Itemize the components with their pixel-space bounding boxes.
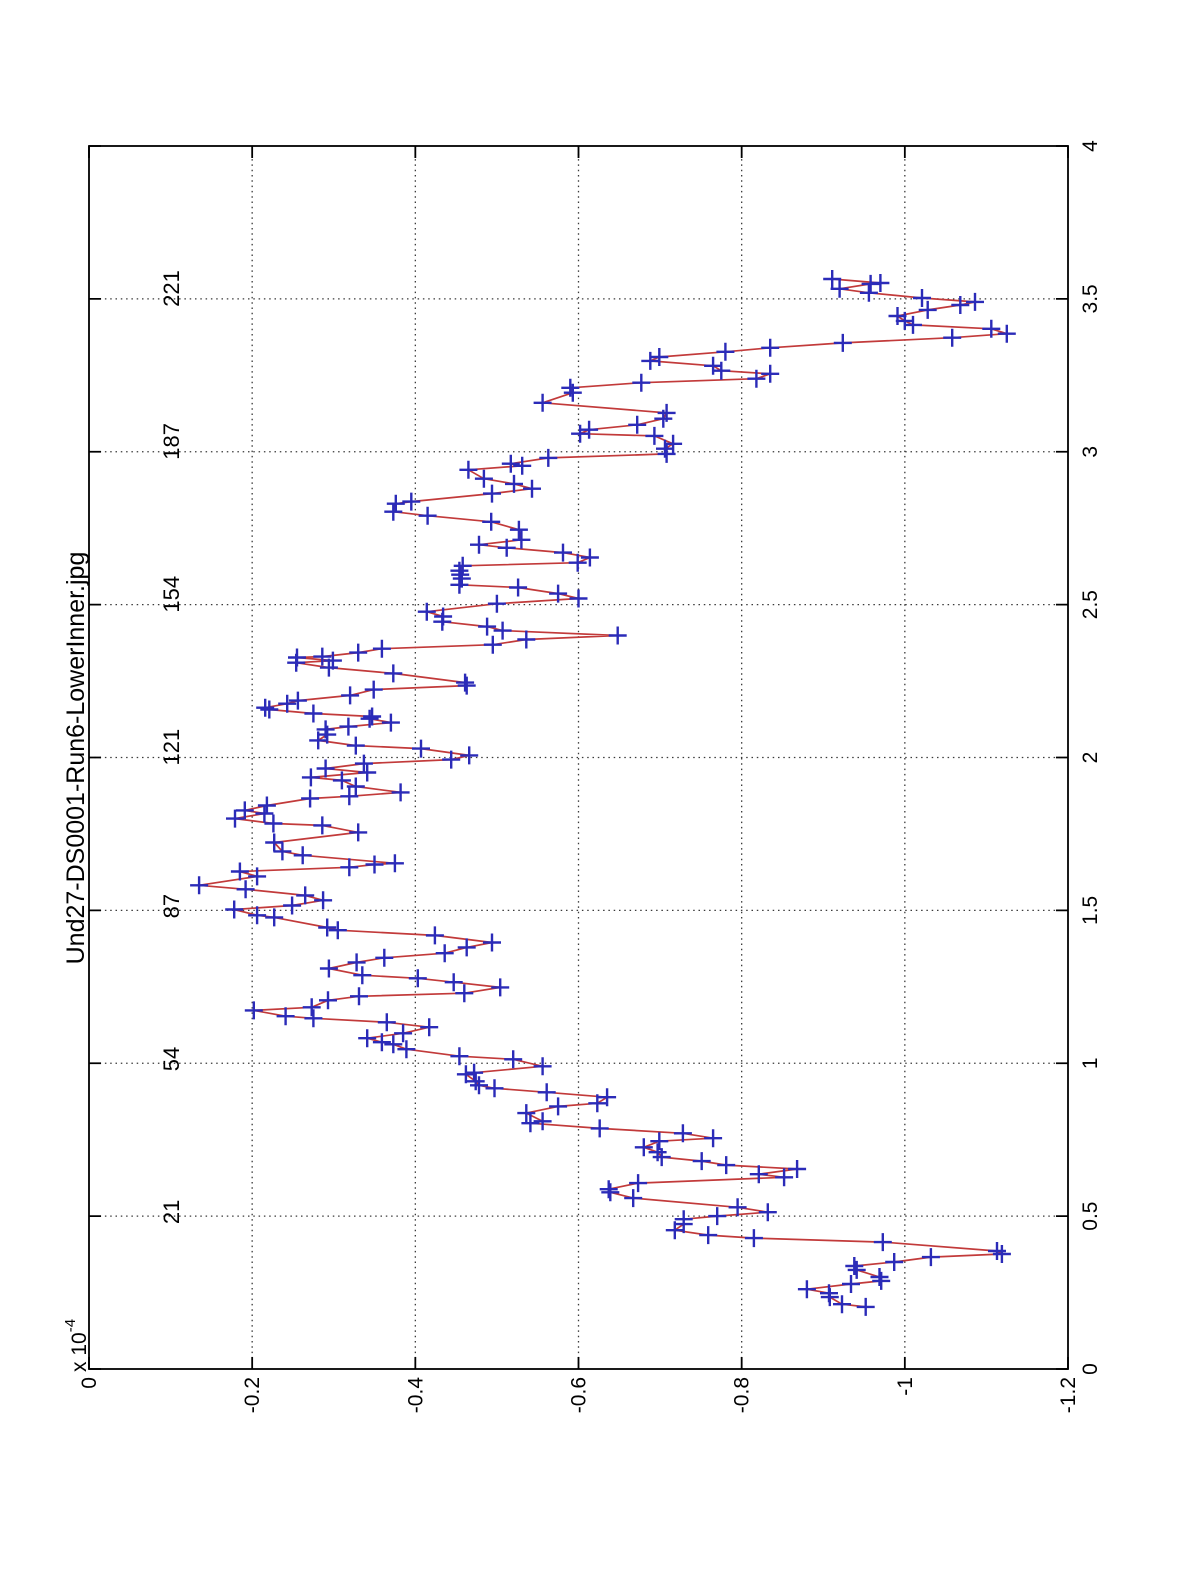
top-frame-label: 87 <box>159 894 184 918</box>
x-tick-label: 0.5 <box>1079 1202 1102 1231</box>
top-frame-label: 221 <box>159 270 184 307</box>
y-axis-multiplier-base: x 10 <box>68 1332 91 1372</box>
y-tick-label: -0.2 <box>241 1377 264 1413</box>
y-tick-label: -1 <box>894 1377 917 1396</box>
y-axis-multiplier-exponent: -4 <box>62 1319 79 1332</box>
y-axis-multiplier: x 10-4 <box>62 1319 91 1372</box>
x-tick-label: 4 <box>1079 140 1102 152</box>
chart-title: Und27-DS0001-Run6-LowerInner.jpg <box>62 552 90 965</box>
y-tick-label: -0.4 <box>404 1377 427 1414</box>
top-frame-label: 187 <box>159 423 184 460</box>
x-tick-label: 2.5 <box>1079 590 1102 619</box>
x-tick-label: 1 <box>1079 1057 1102 1069</box>
y-tick-label: -0.6 <box>568 1377 591 1413</box>
series-markers <box>190 270 1016 1316</box>
series-line <box>198 278 1008 1308</box>
top-frame-label: 21 <box>159 1200 184 1224</box>
y-tick-label: -1.2 <box>1057 1377 1080 1413</box>
top-frame-label: 154 <box>159 576 184 613</box>
grid-lines <box>89 146 1068 1369</box>
top-frame-label: 54 <box>159 1047 184 1071</box>
y-tick-label: -0.8 <box>731 1377 754 1413</box>
chart-layers: 0 0.5 1 1.5 2 2.5 3 3.5 4 0 -0.2 -0.4 -0.6 -0.8 -1 -1.2… <box>78 140 1102 1413</box>
y-tick-label: 0 <box>78 1377 101 1389</box>
x-tick-label: 1.5 <box>1079 896 1102 925</box>
top-frame-label: 121 <box>159 729 184 766</box>
x-tick-label: 2 <box>1079 752 1102 764</box>
axis-ticks <box>88 145 1069 1370</box>
x-tick-label: 3.5 <box>1079 284 1102 313</box>
x-tick-label: 3 <box>1079 446 1102 458</box>
x-tick-label: 0 <box>1079 1363 1102 1375</box>
